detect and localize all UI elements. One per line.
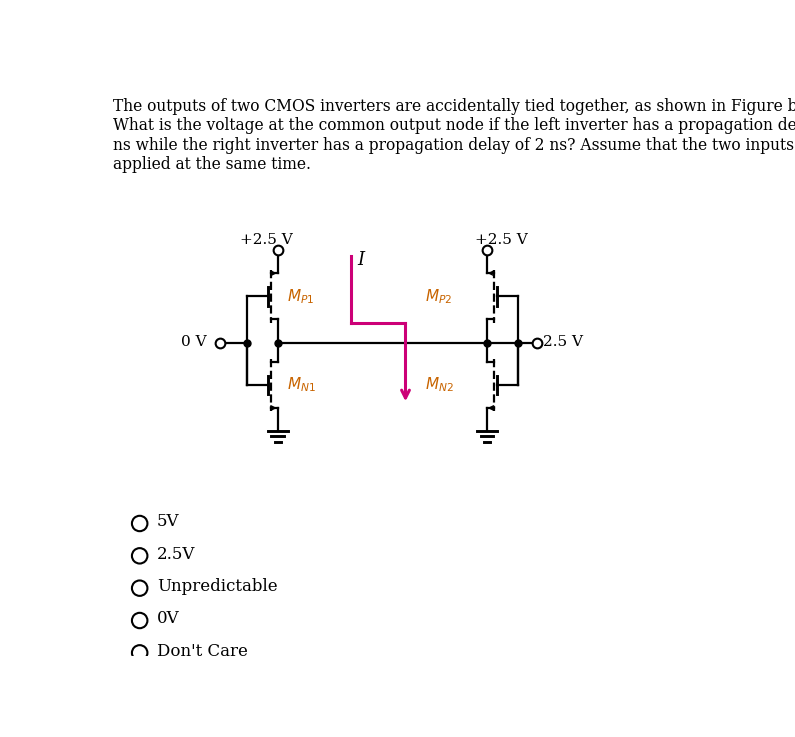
Text: I: I — [358, 251, 365, 269]
Text: +2.5 V: +2.5 V — [240, 233, 293, 247]
Text: $M_{N2}$: $M_{N2}$ — [425, 376, 454, 394]
Text: $M_{P2}$: $M_{P2}$ — [425, 287, 452, 306]
Text: Unpredictable: Unpredictable — [157, 578, 277, 595]
Text: +2.5 V: +2.5 V — [475, 233, 528, 247]
Text: 2.5 V: 2.5 V — [544, 335, 584, 349]
Text: Don't Care: Don't Care — [157, 643, 247, 660]
Text: $M_{P1}$: $M_{P1}$ — [287, 287, 314, 306]
Text: 2.5V: 2.5V — [157, 546, 195, 563]
Text: $M_{N1}$: $M_{N1}$ — [287, 376, 316, 394]
Text: 5V: 5V — [157, 514, 179, 531]
Text: 0V: 0V — [157, 610, 180, 627]
Text: 0 V: 0 V — [180, 335, 207, 349]
Text: The outputs of two CMOS inverters are accidentally tied together, as shown in Fi: The outputs of two CMOS inverters are ac… — [114, 98, 795, 173]
